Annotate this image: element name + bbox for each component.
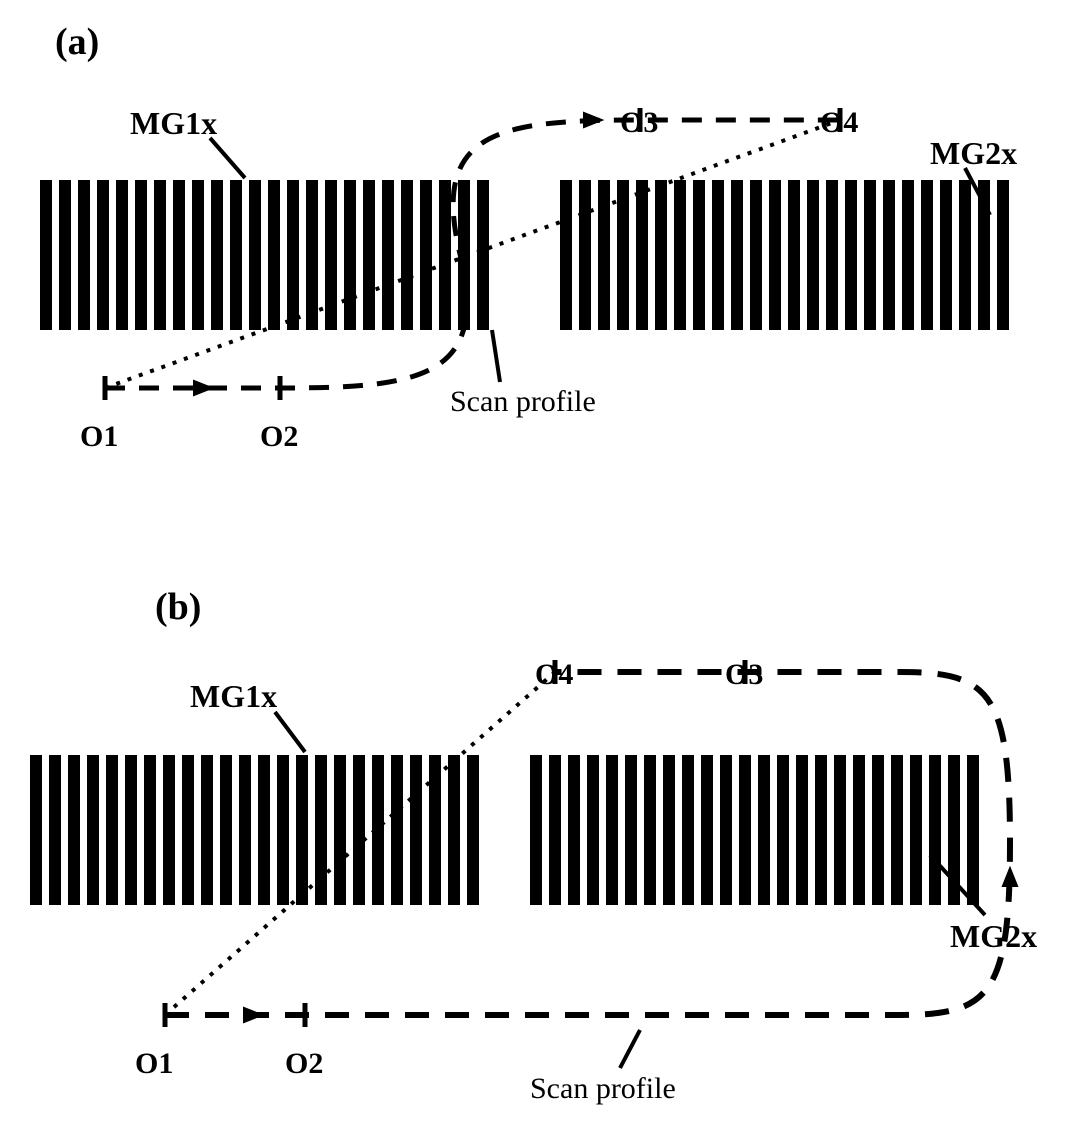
diagram-svg	[0, 0, 1068, 1142]
